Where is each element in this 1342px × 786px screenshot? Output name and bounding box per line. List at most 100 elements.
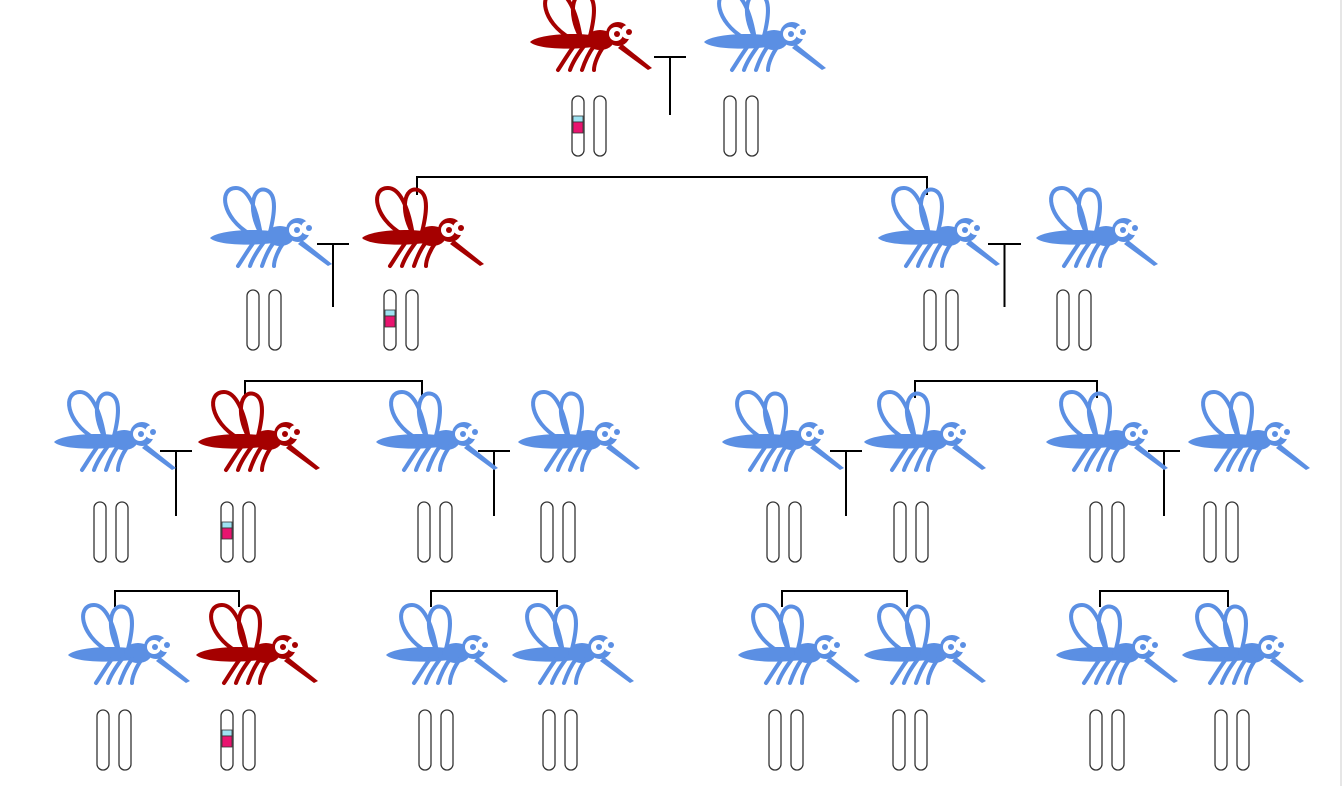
chromosome-right	[1111, 501, 1125, 563]
chromosome-pair	[1089, 709, 1125, 771]
transgene-marker-magenta	[221, 527, 233, 540]
mosquito-blue-icon	[510, 603, 636, 685]
chromosome-right	[945, 289, 959, 351]
offspring-bracket-gen1	[416, 176, 928, 195]
mosquito-blue-icon	[516, 390, 642, 472]
offspring-bracket-gen2-left	[244, 380, 423, 398]
chromosome-right	[1078, 289, 1092, 351]
offspring-bracket-gen3-d	[1099, 590, 1229, 607]
chromosome-right	[1111, 709, 1125, 771]
chromosome-right	[115, 501, 129, 563]
chromosome-right	[242, 501, 256, 563]
mosquito-blue-icon	[862, 390, 988, 472]
mosquito-blue-icon	[876, 186, 1002, 268]
chromosome-right	[745, 95, 759, 157]
chromosome-left	[540, 501, 554, 563]
mosquito-blue-icon	[736, 603, 862, 685]
chromosome-left	[246, 289, 260, 351]
transgene-marker-cyan	[384, 309, 396, 317]
chromosome-pair	[1214, 709, 1250, 771]
chromosome-left	[892, 709, 906, 771]
chromosome-right	[790, 709, 804, 771]
chromosome-left	[1214, 709, 1228, 771]
chromosome-left	[542, 709, 556, 771]
mosquito-blue-icon	[208, 186, 334, 268]
individual-wildtype	[702, 0, 828, 157]
chromosome-left	[923, 289, 937, 351]
individual-wildtype	[374, 390, 500, 563]
chromosome-right	[562, 501, 576, 563]
mosquito-blue-icon	[862, 603, 988, 685]
individual-wildtype	[1180, 603, 1306, 771]
chromosome-pair	[893, 501, 929, 563]
mosquito-blue-icon	[66, 603, 192, 685]
chromosome-right	[1236, 709, 1250, 771]
mosquito-red-icon	[196, 390, 322, 472]
mosquito-blue-icon	[384, 603, 510, 685]
transgene-marker-magenta	[384, 315, 396, 328]
cross-symbol	[160, 450, 192, 516]
offspring-bracket-gen3-c	[781, 590, 908, 607]
cross-symbol	[317, 243, 349, 307]
individual-carrier	[360, 186, 486, 351]
individual-wildtype	[862, 390, 988, 563]
chromosome-pair	[96, 709, 132, 771]
mosquito-blue-icon	[1054, 603, 1180, 685]
cross-lines-layer	[114, 56, 1229, 607]
chromosome-right	[268, 289, 282, 351]
offspring-bracket-gen3-b	[430, 590, 558, 607]
chromosome-right	[915, 501, 929, 563]
chromosome-pair	[892, 709, 928, 771]
chromosome-left	[723, 95, 737, 157]
individual-wildtype	[736, 603, 862, 771]
chromosome-pair	[417, 501, 453, 563]
individual-wildtype	[52, 390, 178, 563]
transgene-marker-magenta	[221, 735, 233, 748]
individual-wildtype	[720, 390, 846, 563]
mosquito-red-icon	[194, 603, 320, 685]
individual-wildtype	[876, 186, 1002, 351]
chromosome-pair	[723, 95, 759, 157]
individual-wildtype	[66, 603, 192, 771]
mosquito-blue-icon	[1180, 603, 1306, 685]
offspring-bracket-gen2-right	[914, 380, 1098, 398]
cross-symbol	[654, 56, 686, 115]
individual-wildtype	[1034, 186, 1160, 351]
chromosome-pair	[1056, 289, 1092, 351]
chromosome-left	[418, 709, 432, 771]
individual-carrier	[196, 390, 322, 563]
transgene-marker-cyan	[572, 115, 584, 123]
cross-symbol	[830, 450, 862, 516]
individuals-layer	[52, 0, 1312, 771]
chromosome-pair	[383, 289, 419, 351]
chromosome-left	[1056, 289, 1070, 351]
cross-symbol	[478, 450, 510, 516]
chromosome-right	[593, 95, 607, 157]
mosquito-blue-icon	[374, 390, 500, 472]
individual-carrier	[194, 603, 320, 771]
chromosome-pair	[542, 709, 578, 771]
chromosome-left	[96, 709, 110, 771]
chromosome-pair	[923, 289, 959, 351]
chromosome-pair	[1203, 501, 1239, 563]
chromosome-left	[417, 501, 431, 563]
chromosome-pair	[220, 501, 256, 563]
chromosome-pair	[246, 289, 282, 351]
chromosome-right	[1225, 501, 1239, 563]
chromosome-pair	[418, 709, 454, 771]
transgene-marker-magenta	[572, 121, 584, 134]
cross-symbol	[1148, 450, 1180, 516]
mosquito-red-icon	[528, 0, 654, 72]
offspring-bracket-gen3-a	[114, 590, 240, 607]
chromosome-pair	[220, 709, 256, 771]
chromosome-pair	[93, 501, 129, 563]
individual-wildtype	[1186, 390, 1312, 563]
chromosome-left	[93, 501, 107, 563]
mosquito-red-icon	[360, 186, 486, 268]
chromosome-left	[1203, 501, 1217, 563]
mosquito-blue-icon	[1034, 186, 1160, 268]
chromosome-pair	[540, 501, 576, 563]
chromosome-right	[788, 501, 802, 563]
individual-wildtype	[516, 390, 642, 563]
